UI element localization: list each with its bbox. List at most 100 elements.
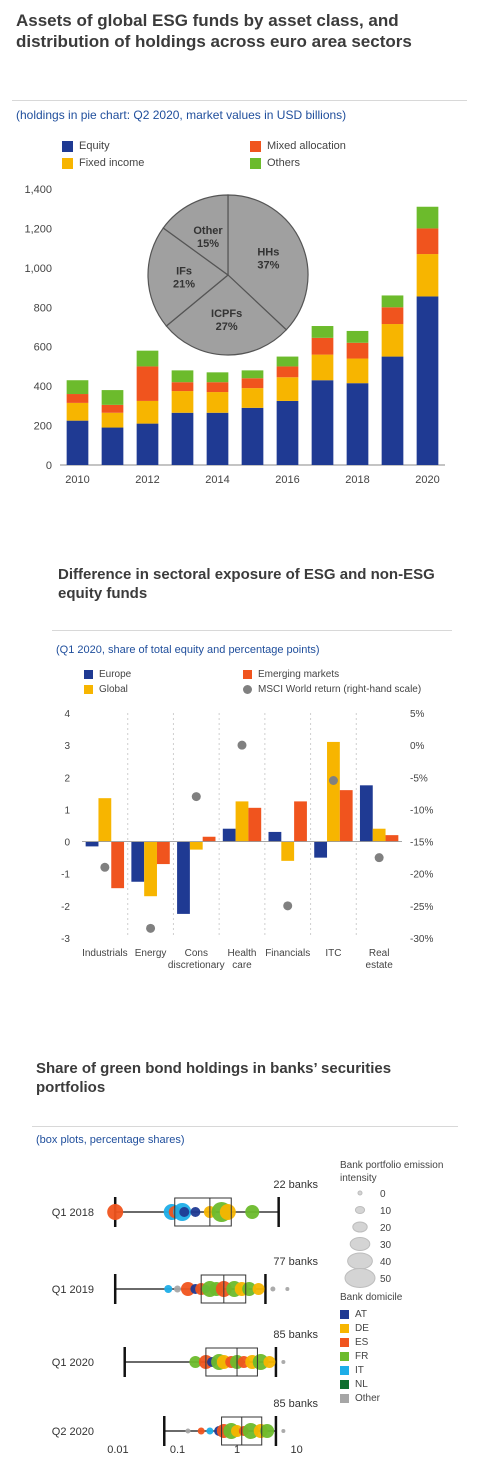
bar-segment [66,380,89,395]
y-tick-label: 0 [64,838,70,849]
bank-point [197,1427,205,1435]
bar-segment [136,423,159,465]
x-tick-label: Health [228,948,257,959]
bar-segment [206,392,229,413]
bar [281,841,295,861]
size-legend-marker [347,1252,373,1270]
pie-slice-value: 15% [197,238,219,250]
x-tick-label: Industrials [82,948,128,959]
legend-msci-world-return: MSCI World return (right-hand scale) [243,684,421,695]
x-tick-label: 2012 [135,474,159,486]
bar-segment [206,382,229,393]
legend-swatch [62,140,73,152]
pie-slice [165,274,288,356]
bank-point [189,1356,202,1368]
size-legend-label: 50 [380,1274,392,1285]
y2-tick-label: -25% [410,902,433,913]
chart-subtitle: (box plots, percentage shares) [36,1134,185,1146]
bar-segment [241,388,264,408]
y-tick-label: 800 [34,302,52,314]
bar [339,790,353,842]
y2-tick-label: -20% [410,870,433,881]
chart-title: Assets of global ESG funds by asset clas… [16,11,412,52]
bar [177,841,190,914]
legend-others: Others [250,157,300,169]
grouped-bar-chart: -3 -2 -1 0 1 2 3 4 -30% -25% -20% -15% -10% -5% 0% 5% In… [61,709,433,971]
bar [372,828,386,842]
legend-label: Global [99,684,128,695]
bar [85,841,99,847]
domicile-legend-item: DE [340,1321,440,1335]
bar-segment [136,400,159,424]
pie-slice [147,227,229,327]
legend-swatch [340,1365,349,1375]
y2-tick-label: -30% [410,934,433,945]
x-tick-label: Financials [265,948,310,959]
y-tick-label: 400 [34,381,52,393]
x-tick-label: discretionary [168,960,225,971]
domicile-legend: AT DE ES FR IT NL Other [340,1307,440,1405]
bar-segment [66,402,89,421]
y-tick-label: 2 [64,773,70,784]
bar-segment [276,356,299,367]
legend-swatch [340,1393,349,1403]
bar-segment [346,383,369,465]
panel-green-bond-share: Share of green bond holdings in banks’ s… [0,1040,479,1469]
legend-label: MSCI World return (right-hand scale) [258,684,422,695]
legend-label: Fixed income [79,157,145,169]
bar-segment [346,330,369,343]
bank-point [245,1205,260,1219]
bar-segment [346,342,369,359]
bar-segment [241,407,264,465]
bank-point [270,1286,276,1292]
bar-segment [416,206,439,229]
x-tick-label: Cons [185,948,208,959]
y-tick-label: -2 [61,902,70,913]
msci-return-point [374,853,384,863]
size-legend-label: 20 [380,1223,392,1234]
pie-slice-label: HHs [257,247,279,259]
legend-label: Equity [79,140,110,152]
bar [156,841,170,865]
divider [32,1126,458,1127]
bank-point [206,1427,214,1435]
bar-segment [416,254,439,297]
legend-europe: Europe [84,669,131,680]
x-tick-label: 2010 [65,474,89,486]
legend-label: FR [355,1350,369,1362]
legend-fixed-income: Fixed income [62,157,144,169]
domicile-legend-item: AT [340,1307,440,1321]
size-legend-marker [344,1268,376,1288]
legend-label: Others [267,157,301,169]
bar-segment [416,296,439,465]
bar-segment [241,378,264,389]
bar-segment [346,358,369,384]
y2-tick-label: 0% [410,741,425,752]
legend-label: DE [355,1322,369,1334]
chart-subtitle: (holdings in pie chart: Q2 2020, market … [16,108,347,122]
legend-label: Other [355,1392,381,1404]
chart-title: Difference in sectoral exposure of ESG a… [58,566,435,602]
bar-segment [136,350,159,367]
bar [294,801,307,842]
legend-swatch [84,670,93,679]
msci-return-point [100,862,110,872]
legend-label: IT [355,1364,364,1376]
bar-segment [171,382,194,392]
bar [314,841,328,858]
x-tick-label: 0.01 [107,1444,128,1456]
bar [98,798,112,842]
y-tick-label: 1,000 [24,263,52,275]
bar-segment [101,427,124,465]
bank-count-label: 85 banks [273,1398,318,1410]
y2-tick-label: -5% [410,773,428,784]
bar-segment [206,372,229,383]
size-legend-marker [352,1221,368,1233]
y2-tick-label: 5% [410,709,425,720]
y-tick-label: 1,200 [24,223,52,235]
domicile-legend-item: ES [340,1335,440,1349]
y-tick-label: 1,400 [24,184,52,196]
bar-segment [311,337,334,355]
y-tick-label: 200 [34,421,52,433]
legend-label: Mixed allocation [267,140,346,152]
